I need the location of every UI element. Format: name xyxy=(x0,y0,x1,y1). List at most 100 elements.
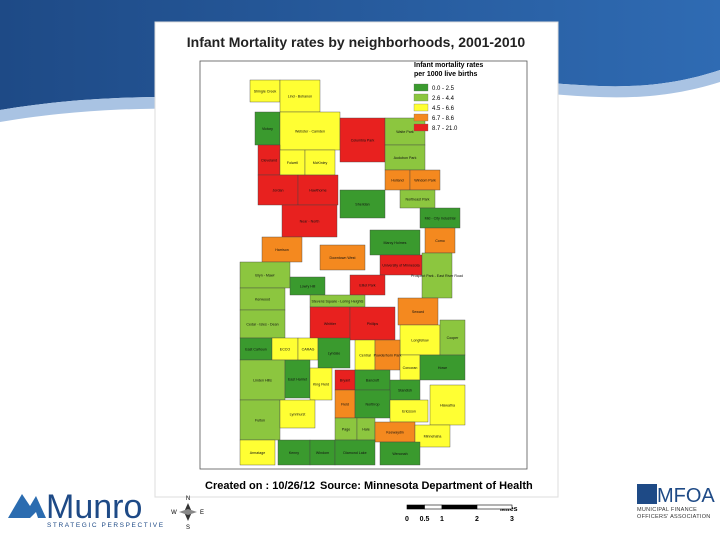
neighborhood-label: Bryn - Mawr xyxy=(255,274,275,278)
neighborhood-label: East Calhoun xyxy=(245,348,267,352)
neighborhood-label: Linden Hills xyxy=(253,379,272,383)
neighborhood-label: Northeast Park xyxy=(406,198,430,202)
neighborhood-label: Minnehaha xyxy=(424,435,442,439)
map-title: Infant Mortality rates by neighborhoods,… xyxy=(187,34,526,50)
scale-tick-label: 3 xyxy=(510,516,514,523)
neighborhood-label: Bancroft xyxy=(366,379,379,383)
mfoa-logo: MFOA MUNICIPAL FINANCE OFFICERS' ASSOCIA… xyxy=(637,484,715,520)
compass: N S E W xyxy=(171,496,204,531)
neighborhood-label: Lind - Bohanon xyxy=(288,95,312,99)
legend-swatch xyxy=(413,83,429,92)
neighborhood-label: University of Minnesota xyxy=(382,264,419,268)
neighborhood-label: Sheridan xyxy=(355,203,369,207)
neighborhood-label: Phillips xyxy=(367,322,379,326)
legend-label: 2.6 - 4.4 xyxy=(432,96,455,102)
neighborhood xyxy=(424,227,456,254)
neighborhood-label: Seward xyxy=(412,310,424,314)
neighborhood-label: Wenonah xyxy=(392,452,407,456)
neighborhood xyxy=(261,236,303,263)
neighborhood-label: Corcoran xyxy=(403,366,418,370)
neighborhood-label: Prospect Park - East River Road xyxy=(411,274,463,278)
neighborhood xyxy=(309,367,333,401)
scale-tick-label: 1 xyxy=(440,516,444,523)
compass-n: N xyxy=(186,496,190,502)
mfoa-name: MFOA xyxy=(657,485,715,507)
munro-logo: Munro STRATEGIC PERSPECTIVE xyxy=(8,488,165,529)
neighborhood-label: Columbia Park xyxy=(351,139,375,143)
neighborhood xyxy=(349,306,396,341)
neighborhood-label: Audubon Park xyxy=(394,156,417,160)
neighborhood-label: Shingle Creek xyxy=(254,90,277,94)
neighborhood xyxy=(339,189,386,219)
scale-segment xyxy=(441,504,478,510)
neighborhood xyxy=(239,439,276,466)
neighborhood xyxy=(297,174,339,206)
map: Shingle Creek Lind - Bohanon Victory Webste… xyxy=(239,79,466,466)
neighborhood-label: Victory xyxy=(262,127,273,131)
legend-label: 0.0 - 2.5 xyxy=(432,86,455,92)
neighborhood-label: Jordan xyxy=(273,189,284,193)
neighborhood-label: Longfellow xyxy=(411,339,429,343)
neighborhood-label: Lowry Hill xyxy=(300,285,316,289)
neighborhood xyxy=(384,117,426,146)
neighborhood-label: Hiawatha xyxy=(440,404,455,408)
munro-name: Munro xyxy=(46,488,142,526)
scale-unit: Miles xyxy=(500,506,518,513)
legend-swatch xyxy=(413,93,429,102)
neighborhood xyxy=(349,274,386,296)
neighborhood xyxy=(319,244,366,271)
neighborhood-label: Hawthorne xyxy=(309,189,326,193)
munro-tagline: STRATEGIC PERSPECTIVE xyxy=(47,522,165,529)
neighborhood-label: ECCO xyxy=(280,348,291,352)
scale-tick-label: 0 xyxy=(405,516,409,523)
scale-tick-label: 0.5 xyxy=(420,516,430,523)
neighborhood xyxy=(334,439,376,466)
neighborhood-label: Windom xyxy=(316,451,329,455)
neighborhood-label: McKinley xyxy=(313,161,328,165)
neighborhood xyxy=(414,424,451,448)
neighborhood xyxy=(239,261,291,289)
neighborhood xyxy=(374,339,401,371)
neighborhood-label: Keewaydin xyxy=(386,431,404,435)
mfoa-full-name: MUNICIPAL FINANCE OFFICERS' ASSOCIATION xyxy=(637,507,711,520)
neighborhood-label: Windom Park xyxy=(414,179,436,183)
scale-segment xyxy=(424,504,443,510)
neighborhood-label: Ericsson xyxy=(402,410,416,414)
neighborhood xyxy=(339,117,386,163)
legend-title: per 1000 live births xyxy=(414,71,478,78)
legend-swatch xyxy=(413,123,429,132)
scale-tick-label: 2 xyxy=(475,516,479,523)
neighborhood xyxy=(257,174,299,206)
footer-source: Source: Minnesota Department of Health xyxy=(320,480,533,492)
legend-swatch xyxy=(413,103,429,112)
neighborhood xyxy=(317,337,351,369)
neighborhood-label: Waite Park xyxy=(396,130,414,134)
legend-label: 6.7 - 8.6 xyxy=(432,116,455,122)
neighborhood-label: Como xyxy=(435,239,445,243)
neighborhood-label: Kenwood xyxy=(255,298,270,302)
neighborhood-label: Northrop xyxy=(366,403,380,407)
neighborhood-label: Standish xyxy=(398,389,412,393)
neighborhood xyxy=(419,354,466,381)
neighborhood-label: Lynnhurst xyxy=(290,413,306,417)
neighborhood-label: Marcy Holmes xyxy=(384,241,407,245)
neighborhood-label: Downtown West xyxy=(330,256,356,260)
neighborhood xyxy=(421,252,453,299)
neighborhood xyxy=(309,439,336,466)
neighborhood xyxy=(277,439,311,466)
scale-bar: Miles 0 0.5 1 2 3 xyxy=(405,504,518,523)
neighborhood xyxy=(384,144,426,171)
neighborhood-label: Diamond Lake xyxy=(343,451,366,455)
legend-swatch xyxy=(413,113,429,122)
scale-segment xyxy=(476,504,513,510)
footer-box xyxy=(200,475,518,495)
footer-created: Created on : 10/26/12 xyxy=(205,480,315,492)
neighborhood xyxy=(279,399,316,429)
neighborhood-label: Page xyxy=(342,428,350,432)
neighborhood-label: Folwell xyxy=(287,161,298,165)
neighborhood-label: Kenny xyxy=(289,451,299,455)
neighborhood-label: Powderhorn Park xyxy=(374,354,402,358)
neighborhood-label: Elliot Park xyxy=(359,284,375,288)
